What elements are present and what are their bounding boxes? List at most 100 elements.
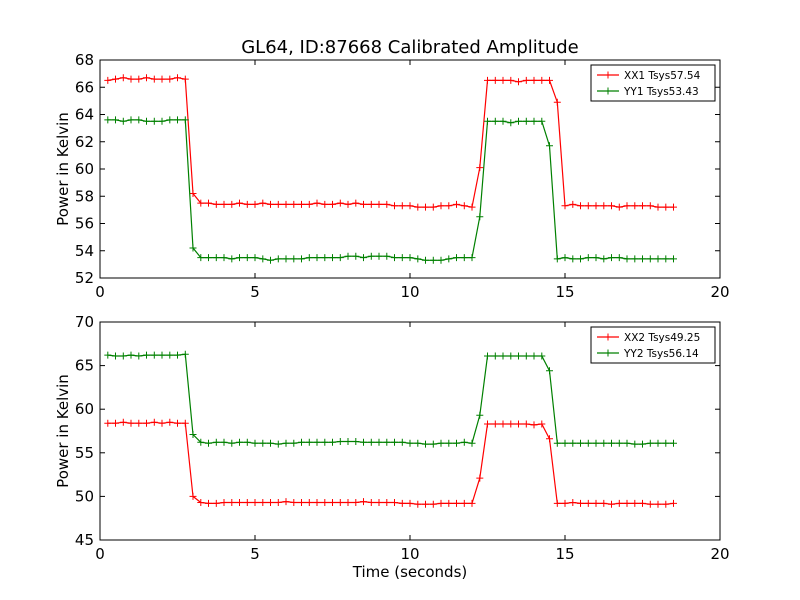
data-point — [344, 438, 352, 445]
data-point — [507, 119, 515, 127]
data-point — [654, 500, 662, 508]
data-point — [538, 352, 546, 360]
data-point — [251, 200, 259, 208]
data-point — [406, 254, 414, 262]
data-point — [615, 203, 623, 211]
data-point — [569, 255, 577, 263]
series-xx1 — [104, 74, 677, 211]
data-point — [646, 202, 654, 210]
data-point — [205, 199, 212, 207]
y-tick-label: 52 — [75, 269, 94, 287]
data-point — [112, 419, 119, 427]
data-point — [305, 200, 313, 208]
data-point — [181, 75, 189, 83]
data-point — [608, 500, 615, 508]
data-point — [600, 202, 608, 210]
data-point — [298, 200, 305, 208]
data-point — [135, 419, 143, 427]
data-point — [646, 439, 654, 447]
data-point — [654, 203, 662, 211]
data-point — [383, 252, 391, 260]
x-tick-label: 10 — [400, 545, 419, 563]
data-point — [112, 352, 119, 360]
data-point — [662, 439, 670, 447]
data-point — [584, 499, 592, 507]
data-point — [181, 116, 189, 124]
x-tick-label: 0 — [95, 545, 105, 563]
data-point — [274, 499, 282, 506]
data-point — [460, 438, 468, 446]
series-xx2 — [104, 418, 677, 508]
data-point — [515, 78, 522, 86]
data-point — [243, 254, 251, 262]
data-point — [352, 499, 360, 506]
y-tick-label: 58 — [75, 187, 94, 205]
data-point — [329, 438, 336, 446]
data-point — [290, 439, 298, 447]
y-tick-label: 70 — [75, 313, 94, 331]
data-point — [174, 74, 181, 82]
data-point — [546, 142, 553, 150]
data-point — [437, 439, 445, 447]
data-point — [367, 200, 375, 208]
data-point — [251, 439, 259, 447]
data-point — [220, 200, 228, 208]
data-point — [631, 202, 639, 210]
data-point — [437, 202, 445, 210]
data-point — [166, 75, 174, 83]
data-point — [166, 418, 174, 426]
legend: XX1 Tsys57.54 YY1 Tsys53.43 — [590, 64, 716, 102]
data-point — [321, 499, 329, 506]
y-tick-label: 45 — [75, 531, 94, 549]
data-point — [398, 254, 406, 262]
data-point — [298, 255, 305, 263]
data-point — [282, 498, 290, 506]
data-point — [662, 255, 670, 263]
data-point — [267, 499, 274, 506]
data-point — [135, 75, 143, 83]
data-point — [150, 117, 158, 125]
data-point — [212, 499, 220, 507]
data-point — [484, 352, 491, 360]
data-point — [437, 256, 445, 264]
legend: XX2 Tsys49.25 YY2 Tsys56.14 — [590, 326, 716, 364]
data-point — [670, 499, 677, 507]
data-point — [429, 203, 437, 211]
data-point — [468, 203, 476, 211]
data-point — [174, 351, 181, 359]
y-tick-label: 66 — [75, 78, 94, 96]
data-point — [274, 200, 282, 208]
data-point — [515, 117, 522, 125]
data-point — [352, 438, 360, 445]
data-point — [205, 499, 212, 507]
data-point — [174, 419, 181, 427]
data-point — [298, 438, 305, 446]
data-point — [220, 499, 228, 506]
data-point — [391, 438, 398, 446]
data-point — [600, 255, 608, 263]
data-point — [127, 351, 135, 359]
data-point — [522, 117, 530, 125]
y-tick-label: 54 — [75, 242, 94, 260]
data-point — [205, 254, 212, 262]
legend-box — [590, 64, 716, 102]
y-tick-label: 62 — [75, 133, 94, 151]
y-tick-label: 55 — [75, 444, 94, 462]
legend-marker — [604, 333, 612, 341]
data-point — [305, 499, 313, 506]
data-point — [422, 203, 429, 211]
data-point — [243, 438, 251, 446]
data-point — [530, 421, 538, 429]
data-point — [561, 499, 569, 507]
data-point — [228, 255, 236, 263]
data-point — [367, 438, 375, 446]
data-point — [104, 76, 112, 84]
y-tick-label: 65 — [75, 357, 94, 375]
data-point — [553, 499, 561, 507]
data-point — [476, 411, 484, 419]
data-point — [383, 499, 391, 506]
data-point — [561, 254, 569, 262]
data-point — [631, 255, 639, 263]
data-point — [670, 203, 677, 211]
x-tick-label: 15 — [555, 283, 574, 301]
